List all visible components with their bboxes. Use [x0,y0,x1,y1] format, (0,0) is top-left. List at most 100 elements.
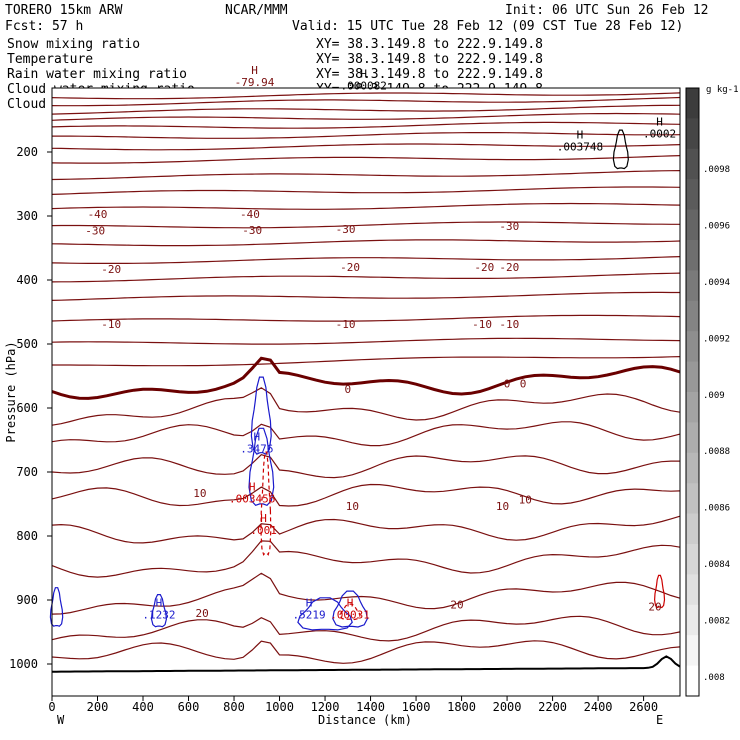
hydrometeor-contours [49,129,666,631]
x-tick-label: 1000 [265,700,294,714]
temperature-label: 20 [450,598,463,611]
plot-background [52,88,680,696]
x-tick-label: 1200 [311,700,340,714]
temperature-label: -20 [474,261,494,274]
temperature-label: 20 [196,607,209,620]
temperature-label: -10 [101,318,121,331]
rain-contour [653,574,666,609]
colorbar-swatch [686,604,699,636]
temperature-label: 0 [504,378,511,391]
temperature-contour-line [51,221,680,229]
temperature-contour-line [51,239,681,247]
colorbar-swatch [686,240,699,271]
x-tick-label: 1800 [447,700,476,714]
temperature-contour-line [51,121,681,129]
ice-contour [612,129,629,170]
colorbar-swatch [686,209,699,241]
temperature-contour-line [51,256,681,264]
field-xy-2: XY= 38.3.149.8 to 222.9.149.8 [316,67,543,82]
cloud-water-contour [150,594,168,628]
cloud-water-contour [248,427,275,506]
plot-area: -40 -40-30 -30 -30 -30-20 -20 -20 -20-10 -10 -10-… [49,64,681,697]
x-tick-label: 400 [132,700,154,714]
colorbar-swatch [686,392,699,423]
y-axis-title: Pressure (hPa) [4,341,18,442]
x-tick-label: 1400 [356,700,385,714]
temperature-contour-line [51,387,681,426]
colorbar-tick-label: .0088 [703,447,730,457]
temperature-label: -40 [88,208,108,221]
temperature-contour-line [51,540,681,578]
extremum-label: .00031 [330,608,370,621]
colorbar-swatch [686,544,699,575]
field-xy-1: XY= 38.3.149.8 to 222.9.149.8 [316,52,543,67]
temperature-contour-line [51,640,681,664]
extremum-h-marker: H [249,481,256,494]
temperature-contour-line [51,112,681,121]
temperature-label: -10 [499,318,519,331]
plot-frame [51,87,681,697]
temperature-contour-line [51,314,681,322]
temperature-contour-line [51,92,681,100]
x-axis: 0 200 400 600 800 1000 1200 1400 1600 1800 2000 220… [48,696,658,714]
x-axis-title: Distance (km) [318,713,412,727]
temperature-contour-line [51,96,681,107]
temperature-contour-line [51,155,681,164]
temperature-contour-line [52,132,681,139]
temperature-contour-line [51,615,681,642]
extremum-label: .000082 [341,80,387,93]
temperature-contour-line [51,272,681,283]
temperature-contour-line [51,515,681,544]
extremum-h-marker: H [360,68,367,81]
x-axis-west-label: W [57,713,65,727]
cloud-water-contour [332,590,369,628]
temperature-contour-line [51,337,681,345]
colorbar-swatch [686,300,699,332]
temperature-contour-line [51,170,681,181]
colorbar-swatch [686,665,699,697]
colorbar-tick-label: .0098 [703,165,730,175]
x-tick-label: 600 [178,700,200,714]
colorbar-tick-label: .0094 [703,278,730,288]
extremum-label: -79.94 [235,76,275,89]
extremum-h-marker: H [577,129,584,142]
x-tick-label: 2000 [493,700,522,714]
x-tick-label: 0 [48,700,55,714]
y-tick-label: 600 [16,401,38,415]
temperature-contours [51,92,681,664]
extremum-label: .003456 [229,493,275,506]
cloud-water-contour [250,376,272,455]
colorbar-swatch [686,635,699,667]
field-xy-0: XY= 38.3.149.8 to 222.9.149.8 [316,37,543,52]
temperature-contour-line [51,291,680,301]
y-tick-label: 900 [16,593,38,607]
field-name-2: Rain water mixing ratio [7,67,187,82]
extremum-h-marker: H [306,596,313,609]
contour-labels: -40 -40-30 -30 -30 -30-20 -20 -20 -20-10 -10 -10-… [85,64,676,621]
x-tick-label: 2600 [629,700,658,714]
temperature-label: 10 [519,494,532,507]
cloud-water-contour [49,587,64,627]
extremum-h-marker: H [347,596,354,609]
colorbar-tick-label: .0092 [703,334,730,344]
extremum-h-marker: H [156,596,163,609]
colorbar-swatch [686,513,699,545]
center-label: NCAR/MMM [225,3,288,18]
y-tick-label: 700 [16,465,38,479]
temperature-label: -20 [101,263,121,276]
temperature-contour-line [51,143,681,151]
extremum-label: .1232 [142,608,175,621]
model-label: TORERO 15km ARW [5,3,123,18]
y-axis: 200 300 400 500 600 700 800 900 1000 [9,145,52,671]
y-tick-label: 800 [16,529,38,543]
temperature-label: 0 [520,378,527,391]
extremum-label: .3476 [240,443,273,456]
y-tick-label: 1000 [9,657,38,671]
temperature-label: -20 [499,261,519,274]
colorbar-swatch [686,574,699,606]
rain-contour [339,603,361,621]
colorbar-swatch [686,118,699,150]
x-axis-east-label: E [656,713,663,727]
extremum-h-marker: H [260,512,267,525]
extremum-label: .0002 [643,128,676,141]
